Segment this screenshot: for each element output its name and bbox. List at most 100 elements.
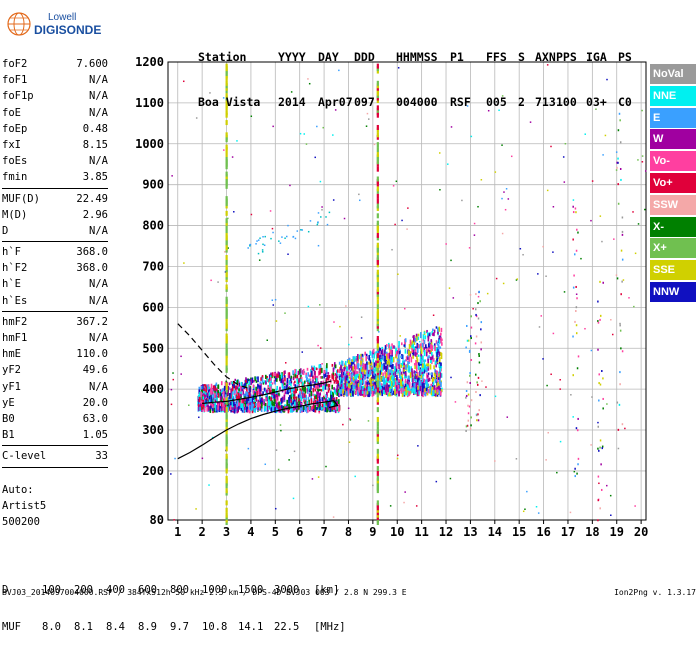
legend-item-sse: SSE [650, 260, 696, 281]
oblique-echo-point [309, 220, 312, 222]
echo-point [238, 402, 240, 406]
noise-echo-point [599, 215, 602, 217]
echo-point [382, 372, 384, 378]
echo-point [306, 367, 309, 371]
echo-point [348, 383, 350, 389]
echo-point [293, 382, 295, 386]
noise-echo-point [485, 386, 487, 388]
echo-point [346, 390, 348, 397]
echo-point [215, 407, 218, 413]
noise-echo-point [468, 247, 471, 249]
noise-echo-point [222, 97, 225, 99]
noise-echo-point [325, 465, 327, 468]
oblique-echo-point [317, 221, 319, 223]
noise-echo-point [322, 126, 324, 129]
echo-point [314, 404, 317, 410]
echo-point [361, 366, 364, 371]
echo-point [271, 372, 274, 377]
echo-point [343, 371, 346, 377]
echo-point [439, 390, 441, 394]
echo-point [259, 385, 262, 392]
echo-point [344, 364, 346, 368]
echo-point [424, 390, 427, 397]
echo-point [286, 381, 289, 388]
echo-point [319, 400, 322, 407]
noise-echo-point [271, 299, 274, 301]
header-values-row: Boa Vista 2014 Apr07 097 004000 RSF 005 2 713 100… [198, 95, 632, 110]
echo-point [308, 379, 311, 382]
echo-point [227, 406, 229, 412]
echo-point [380, 358, 383, 363]
echo-point [394, 377, 397, 382]
noise-echo-point [550, 145, 552, 148]
noise-echo-point [584, 133, 586, 135]
noise-echo-point [467, 419, 470, 422]
echo-point [369, 359, 372, 364]
echo-point [328, 387, 331, 391]
interference-line-segment [225, 434, 228, 440]
echo-point [360, 379, 363, 386]
echo-point [240, 396, 242, 400]
noise-echo-point [466, 381, 469, 384]
echo-point [224, 403, 227, 410]
noise-echo-point [293, 450, 296, 453]
echo-point [249, 402, 252, 406]
echo-point [364, 376, 366, 380]
echo-point [303, 397, 306, 401]
echo-point [253, 407, 256, 413]
echo-point [438, 363, 441, 368]
echo-point [368, 355, 371, 361]
noise-echo-point [201, 457, 204, 460]
echo-point [341, 371, 343, 376]
echo-point [373, 372, 375, 376]
oblique-echo-point [247, 247, 249, 249]
noise-echo-point [597, 425, 600, 428]
echo-point [437, 331, 439, 335]
echo-point [412, 382, 415, 389]
legend-item-e: E [650, 107, 696, 128]
noise-echo-point [391, 248, 393, 251]
echo-point [332, 402, 334, 407]
noise-echo-point [319, 304, 321, 306]
echo-point [335, 397, 338, 400]
echo-point [271, 392, 274, 396]
echo-point [417, 348, 419, 353]
interference-line-segment [376, 343, 379, 349]
noise-echo-point [590, 219, 592, 222]
noise-echo-point [615, 169, 618, 171]
echo-point [382, 366, 384, 371]
echo-point [355, 385, 357, 388]
echo-point [408, 387, 411, 392]
echo-point [238, 384, 240, 390]
echo-point [417, 385, 419, 390]
echo-point [266, 375, 268, 381]
echo-point [361, 358, 364, 363]
noise-echo-point [417, 445, 419, 447]
oblique-echo-point [257, 252, 260, 255]
echo-point [301, 402, 303, 406]
noise-echo-point [610, 514, 612, 517]
noise-echo-point [347, 407, 350, 410]
x-tick-label: 4 [247, 525, 254, 539]
noise-echo-point [619, 324, 621, 327]
noise-echo-point [546, 189, 549, 192]
echo-point [383, 377, 386, 382]
echo-point [253, 389, 255, 395]
echo-point [438, 373, 440, 380]
echo-point [308, 388, 311, 393]
echo-point [207, 392, 209, 396]
echo-point [424, 364, 427, 370]
noise-echo-point [644, 170, 647, 172]
noise-echo-point [559, 440, 562, 443]
echo-point [384, 355, 386, 362]
noise-echo-point [547, 431, 549, 434]
echo-point [295, 396, 297, 400]
noise-echo-point [641, 161, 644, 163]
echo-point [424, 379, 427, 385]
echo-point [268, 396, 271, 400]
noise-echo-point [183, 262, 185, 264]
noise-echo-point [620, 178, 622, 181]
echo-point [230, 394, 233, 400]
oblique-echo-point [317, 212, 320, 214]
echo-point [239, 395, 242, 399]
